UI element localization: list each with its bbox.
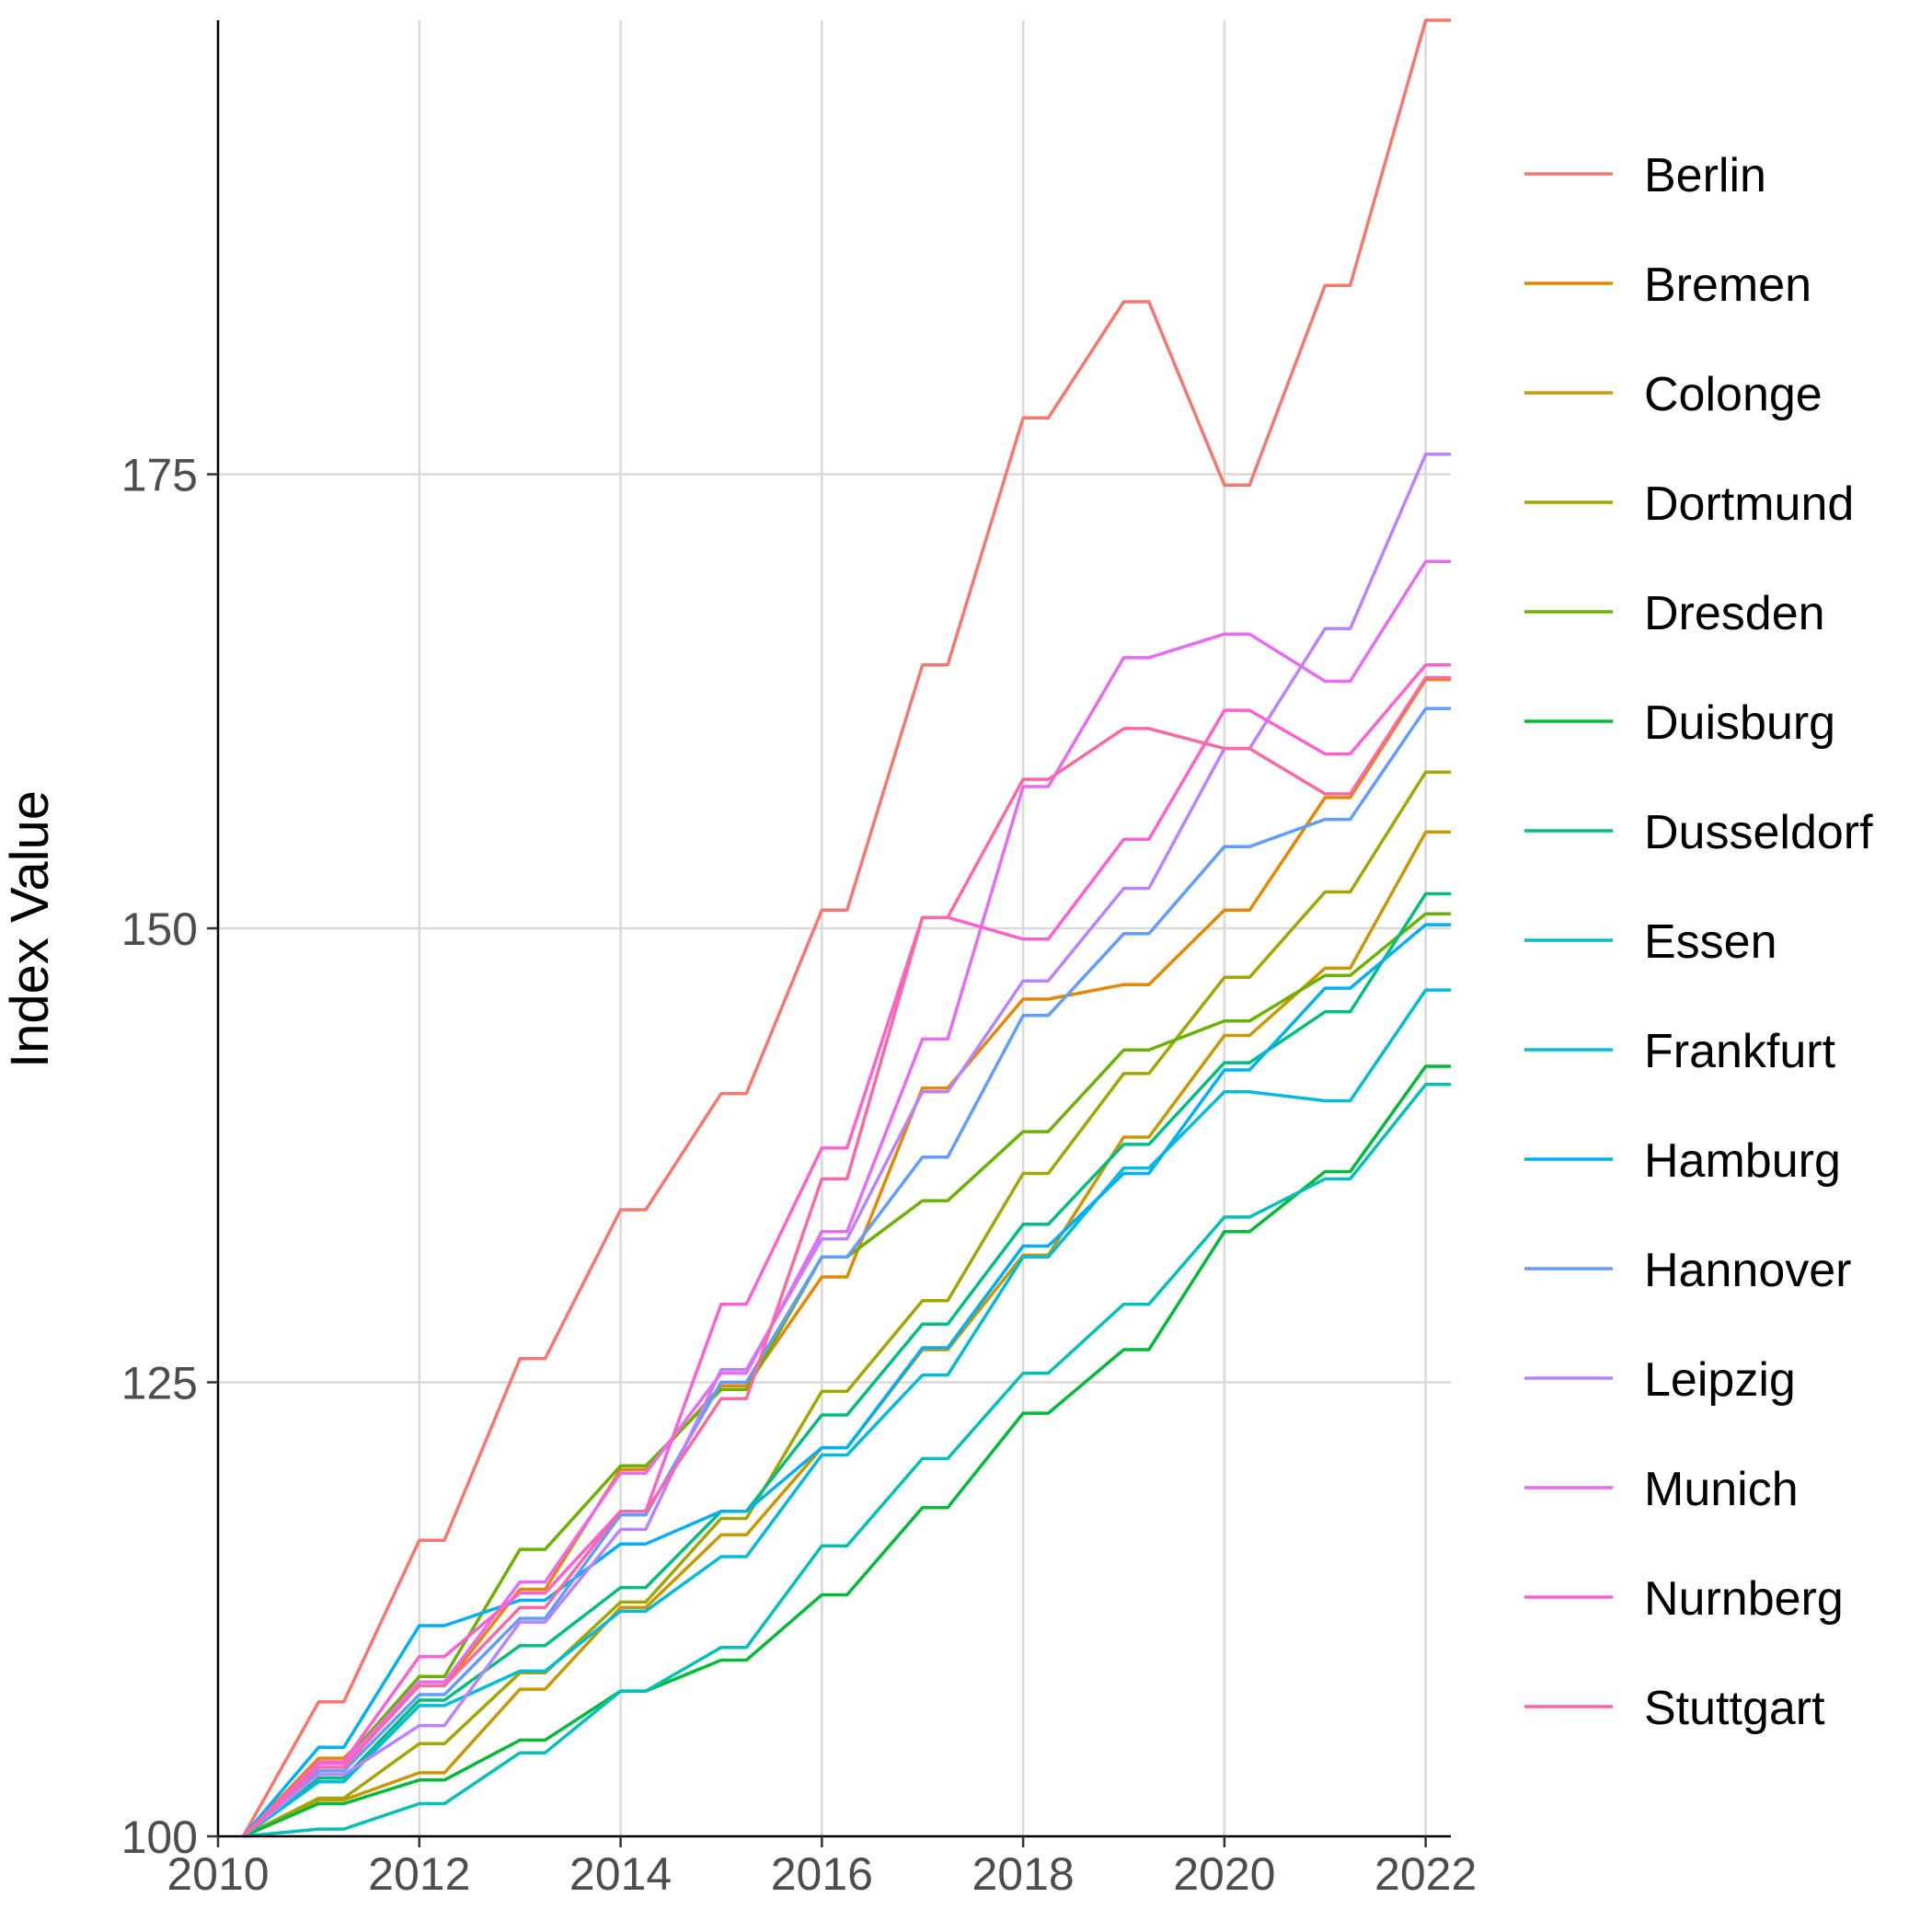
ticks: 2010 2012 2014 2016 2018 2020 2022 100 125 150 175 bbox=[121, 450, 1478, 1901]
legend-label-bremen: Bremen bbox=[1644, 259, 1811, 312]
legend-label-duisburg: Duisburg bbox=[1644, 696, 1835, 750]
legend-label-essen: Essen bbox=[1644, 915, 1777, 969]
gridlines bbox=[216, 20, 1451, 1838]
y-tick-label: 175 bbox=[121, 450, 198, 501]
y-tick-label: 100 bbox=[121, 1811, 198, 1863]
legend: Berlin Bremen Colonge Dortmund Dresden Duisbu… bbox=[1524, 149, 1873, 1735]
legend-label-hamburg: Hamburg bbox=[1644, 1134, 1841, 1188]
series-line-berlin bbox=[241, 18, 1451, 1837]
series-line-nurnberg bbox=[242, 663, 1451, 1838]
legend-label-frankfurt: Frankfurt bbox=[1644, 1025, 1836, 1078]
x-tick-label: 2016 bbox=[771, 1848, 873, 1900]
legend-label-stuttgart: Stuttgart bbox=[1644, 1682, 1825, 1735]
legend-label-leipzig: Leipzig bbox=[1644, 1353, 1796, 1407]
y-tick-label: 125 bbox=[121, 1358, 198, 1409]
series-line-munich bbox=[242, 559, 1451, 1838]
series-line-frankfurt bbox=[242, 988, 1451, 1838]
x-tick-label: 2014 bbox=[569, 1848, 672, 1900]
series-line-stuttgart bbox=[242, 675, 1451, 1838]
x-tick-label: 2010 bbox=[167, 1848, 269, 1900]
series-line-hannover bbox=[242, 707, 1451, 1838]
legend-label-hannover: Hannover bbox=[1644, 1244, 1851, 1297]
series-line-hamburg bbox=[241, 923, 1451, 1838]
series-line-essen bbox=[243, 1083, 1451, 1838]
x-tick-label: 2018 bbox=[972, 1848, 1074, 1900]
legend-label-berlin: Berlin bbox=[1644, 149, 1766, 202]
legend-label-nurnberg: Nurnberg bbox=[1644, 1572, 1844, 1626]
y-tick-label: 150 bbox=[121, 903, 198, 955]
legend-label-colonge: Colonge bbox=[1644, 368, 1823, 421]
legend-label-dusseldorf: Dusseldorf bbox=[1644, 806, 1873, 859]
series-line-duisburg bbox=[242, 1064, 1451, 1838]
y-axis-title: Index Value bbox=[0, 790, 60, 1068]
x-tick-label: 2012 bbox=[368, 1848, 470, 1900]
legend-label-dresden: Dresden bbox=[1644, 587, 1825, 640]
series-line-dortmund bbox=[242, 770, 1451, 1838]
legend-label-dortmund: Dortmund bbox=[1644, 477, 1854, 531]
series-lines bbox=[241, 18, 1451, 1838]
x-tick-label: 2020 bbox=[1173, 1848, 1275, 1900]
x-tick-label: 2022 bbox=[1374, 1848, 1477, 1900]
series-line-dusseldorf bbox=[242, 891, 1451, 1838]
legend-label-munich: Munich bbox=[1644, 1463, 1799, 1516]
